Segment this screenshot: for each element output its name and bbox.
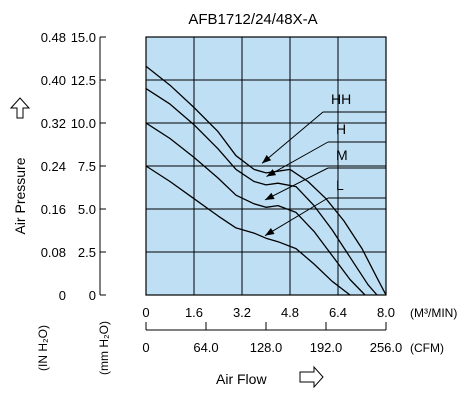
y-tick-label-in: 0.48 <box>41 30 66 45</box>
y-tick-label-mm: 15.0 <box>71 30 96 45</box>
y-tick-label-mm: 12.5 <box>71 73 96 88</box>
x-tick-label: 8.0 <box>377 305 395 320</box>
x-axis-title: Air Flow <box>216 371 267 387</box>
y-tick-label-in: 0.24 <box>41 159 66 174</box>
x-tick-label: 1.6 <box>185 305 203 320</box>
y-tick-label-mm: 2.5 <box>78 245 96 260</box>
leader-line <box>266 141 329 177</box>
leader-line <box>261 111 324 164</box>
right-arrow-icon <box>299 365 324 389</box>
series-layer <box>145 65 387 296</box>
x-tick-label: 6.4 <box>329 305 347 320</box>
chart-title: AFB1712/24/48X-A <box>188 11 317 28</box>
x-tick-label: 4.8 <box>281 305 299 320</box>
series-line-h <box>145 88 378 296</box>
x-secondary-tick-label: 256.0 <box>370 340 403 355</box>
y-unit-mm-label: (mm H₂O) <box>97 321 111 375</box>
y-tick-label-mm: 7.5 <box>78 159 96 174</box>
y-tick-label-mm: 5.0 <box>78 202 96 217</box>
x-secondary-tick-label: 192.0 <box>310 340 343 355</box>
y-tick-label-mm: 0 <box>89 288 96 303</box>
x-secondary-unit-label: (CFM) <box>410 341 444 355</box>
series-line-hh <box>145 65 387 296</box>
x-axes: 0 1.6 3.2 4.8 6.4 8.0 0 64.0 128.0 192.0 256.0 <box>142 305 402 355</box>
y-tick-label-in: 0.16 <box>41 202 66 217</box>
leader-line <box>264 167 329 201</box>
grid <box>146 37 386 295</box>
arrowhead <box>262 154 272 164</box>
x-unit-label: (M³/MIN) <box>410 306 457 320</box>
x-tick-label: 0 <box>142 305 149 320</box>
y-tick-label-in: 0.08 <box>41 245 66 260</box>
x-secondary-tick-label: 128.0 <box>250 340 283 355</box>
x-tick-label: 3.2 <box>233 305 251 320</box>
y-tick-label-in: 0 <box>59 288 66 303</box>
leader-line <box>264 197 329 237</box>
y-axis-title: Air Pressure <box>12 157 28 234</box>
up-arrow-icon <box>9 97 31 119</box>
arrowhead <box>265 228 275 236</box>
series-line-m <box>145 122 366 296</box>
y-tick-label-in: 0.32 <box>41 116 66 131</box>
series-label-m: M <box>336 147 348 163</box>
y-axes: 0 0 2.5 0.08 5.0 0.16 7.5 0.24 10.0 0.32 12.5 0.40 1… <box>41 30 106 303</box>
x-secondary-tick-label: 0 <box>142 340 149 355</box>
series-line-l <box>145 165 351 296</box>
series-label-l: L <box>336 177 344 193</box>
series-label-h: H <box>336 121 346 137</box>
series-label-hh: HH <box>331 91 351 107</box>
arrowhead <box>266 169 277 177</box>
x-secondary-tick-label: 64.0 <box>193 340 218 355</box>
y-tick-label-mm: 10.0 <box>71 116 96 131</box>
y-tick-label-in: 0.40 <box>41 73 66 88</box>
arrowhead <box>265 192 275 200</box>
y-unit-in-label: (IN H₂O) <box>36 325 50 371</box>
